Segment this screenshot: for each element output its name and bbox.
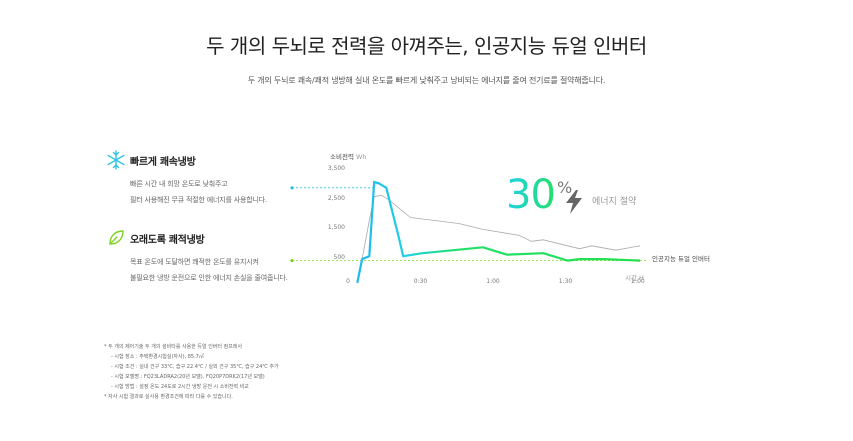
y-tick-label: 3,500 <box>327 165 345 172</box>
feature-desc-line: 빠른 시간 내 희망 온도로 낮춰주고 <box>130 180 228 188</box>
feature-comfort-cooling: 오래도록 쾌적냉방 목표 온도에 도달하면 쾌적한 온도를 유지시켜 불필요한 … <box>106 228 288 286</box>
footnote: - 시험 방법 : 설정 온도 24도로 2시간 냉방 운전 시 소비전력 비교 <box>111 384 249 390</box>
x-tick-label: 1:00 <box>486 278 500 285</box>
y-tick-label: 2,500 <box>327 194 345 202</box>
feature-label: 오래도록 쾌적냉방 <box>130 234 205 246</box>
reference-dot <box>290 259 294 263</box>
footnotes: * 두 개의 제어기술 두 개의 설비타를 사용한 듀얼 인버터 컴프레서 - … <box>104 342 279 402</box>
lightning-icon <box>566 190 582 214</box>
savings-label: 에너지 절약 <box>592 197 637 207</box>
x-tick-label: 2:00 <box>631 278 645 285</box>
x-tick-label: 0:30 <box>413 278 428 285</box>
savings-value: 30 <box>506 172 556 218</box>
y-tick-label: 1,500 <box>327 224 345 232</box>
page-subtitle: 두 개의 두뇌로 쾌속/쾌적 냉방해 실내 온도를 빠르게 낮춰주고 낭비되는 … <box>247 76 606 85</box>
y-axis-title: 소비전력 Wh <box>330 153 367 161</box>
page-title: 두 개의 두뇌로 전력을 아껴주는, 인공지능 듀얼 인버터 <box>206 34 647 58</box>
feature-fast-cooling: 빠르게 쾌속냉방 빠른 시간 내 희망 온도로 낮춰주고 필터 사용해진 무큐 … <box>106 150 267 208</box>
savings-unit: % <box>557 178 573 197</box>
series-line-conventional <box>356 194 641 283</box>
feature-desc-line: 불필요한 냉방 운전으로 인한 에너지 손실을 줄여줍니다. <box>130 274 288 282</box>
leaf-icon <box>106 228 126 248</box>
snowflake-icon <box>106 150 126 170</box>
feature-desc-line: 목표 온도에 도달하면 쾌적한 온도를 유지시켜 <box>130 258 259 266</box>
reference-dot <box>290 186 294 190</box>
footnote: - 시험 조건 : 실내 건구 33℃, 습구 22.4℃ / 실외 건구 35… <box>111 364 279 370</box>
feature-label: 빠르게 쾌속냉방 <box>130 156 196 168</box>
footnote: - 시험 모델명 : FQ23LADRA2(20년 모델), FQ20P7DRK… <box>111 374 265 380</box>
footnote: - 시험 장소 : 주택환경시험실(자사), 85.7㎡ <box>111 354 204 360</box>
x-tick-label: 1:30 <box>558 278 573 285</box>
footnote: * 두 개의 제어기술 두 개의 설비타를 사용한 듀얼 인버터 컴프레서 <box>104 344 242 350</box>
legend-label: 인공지능 듀얼 인버터 <box>652 255 710 263</box>
x-tick-label: 0 <box>346 278 350 285</box>
feature-desc-line: 필터 사용해진 무큐 적절한 에너지를 사용합니다. <box>130 196 267 204</box>
y-tick-label: 500 <box>333 254 345 262</box>
footnote: * 자사 시험 결과로 실사용 환경조건에 따라 다를 수 있습니다. <box>104 394 233 400</box>
